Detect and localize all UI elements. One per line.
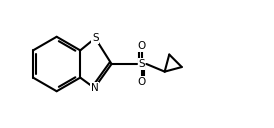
Text: S: S <box>92 33 99 43</box>
Text: O: O <box>137 77 146 87</box>
Text: S: S <box>138 59 145 69</box>
Text: O: O <box>137 41 146 51</box>
Text: N: N <box>90 83 98 93</box>
